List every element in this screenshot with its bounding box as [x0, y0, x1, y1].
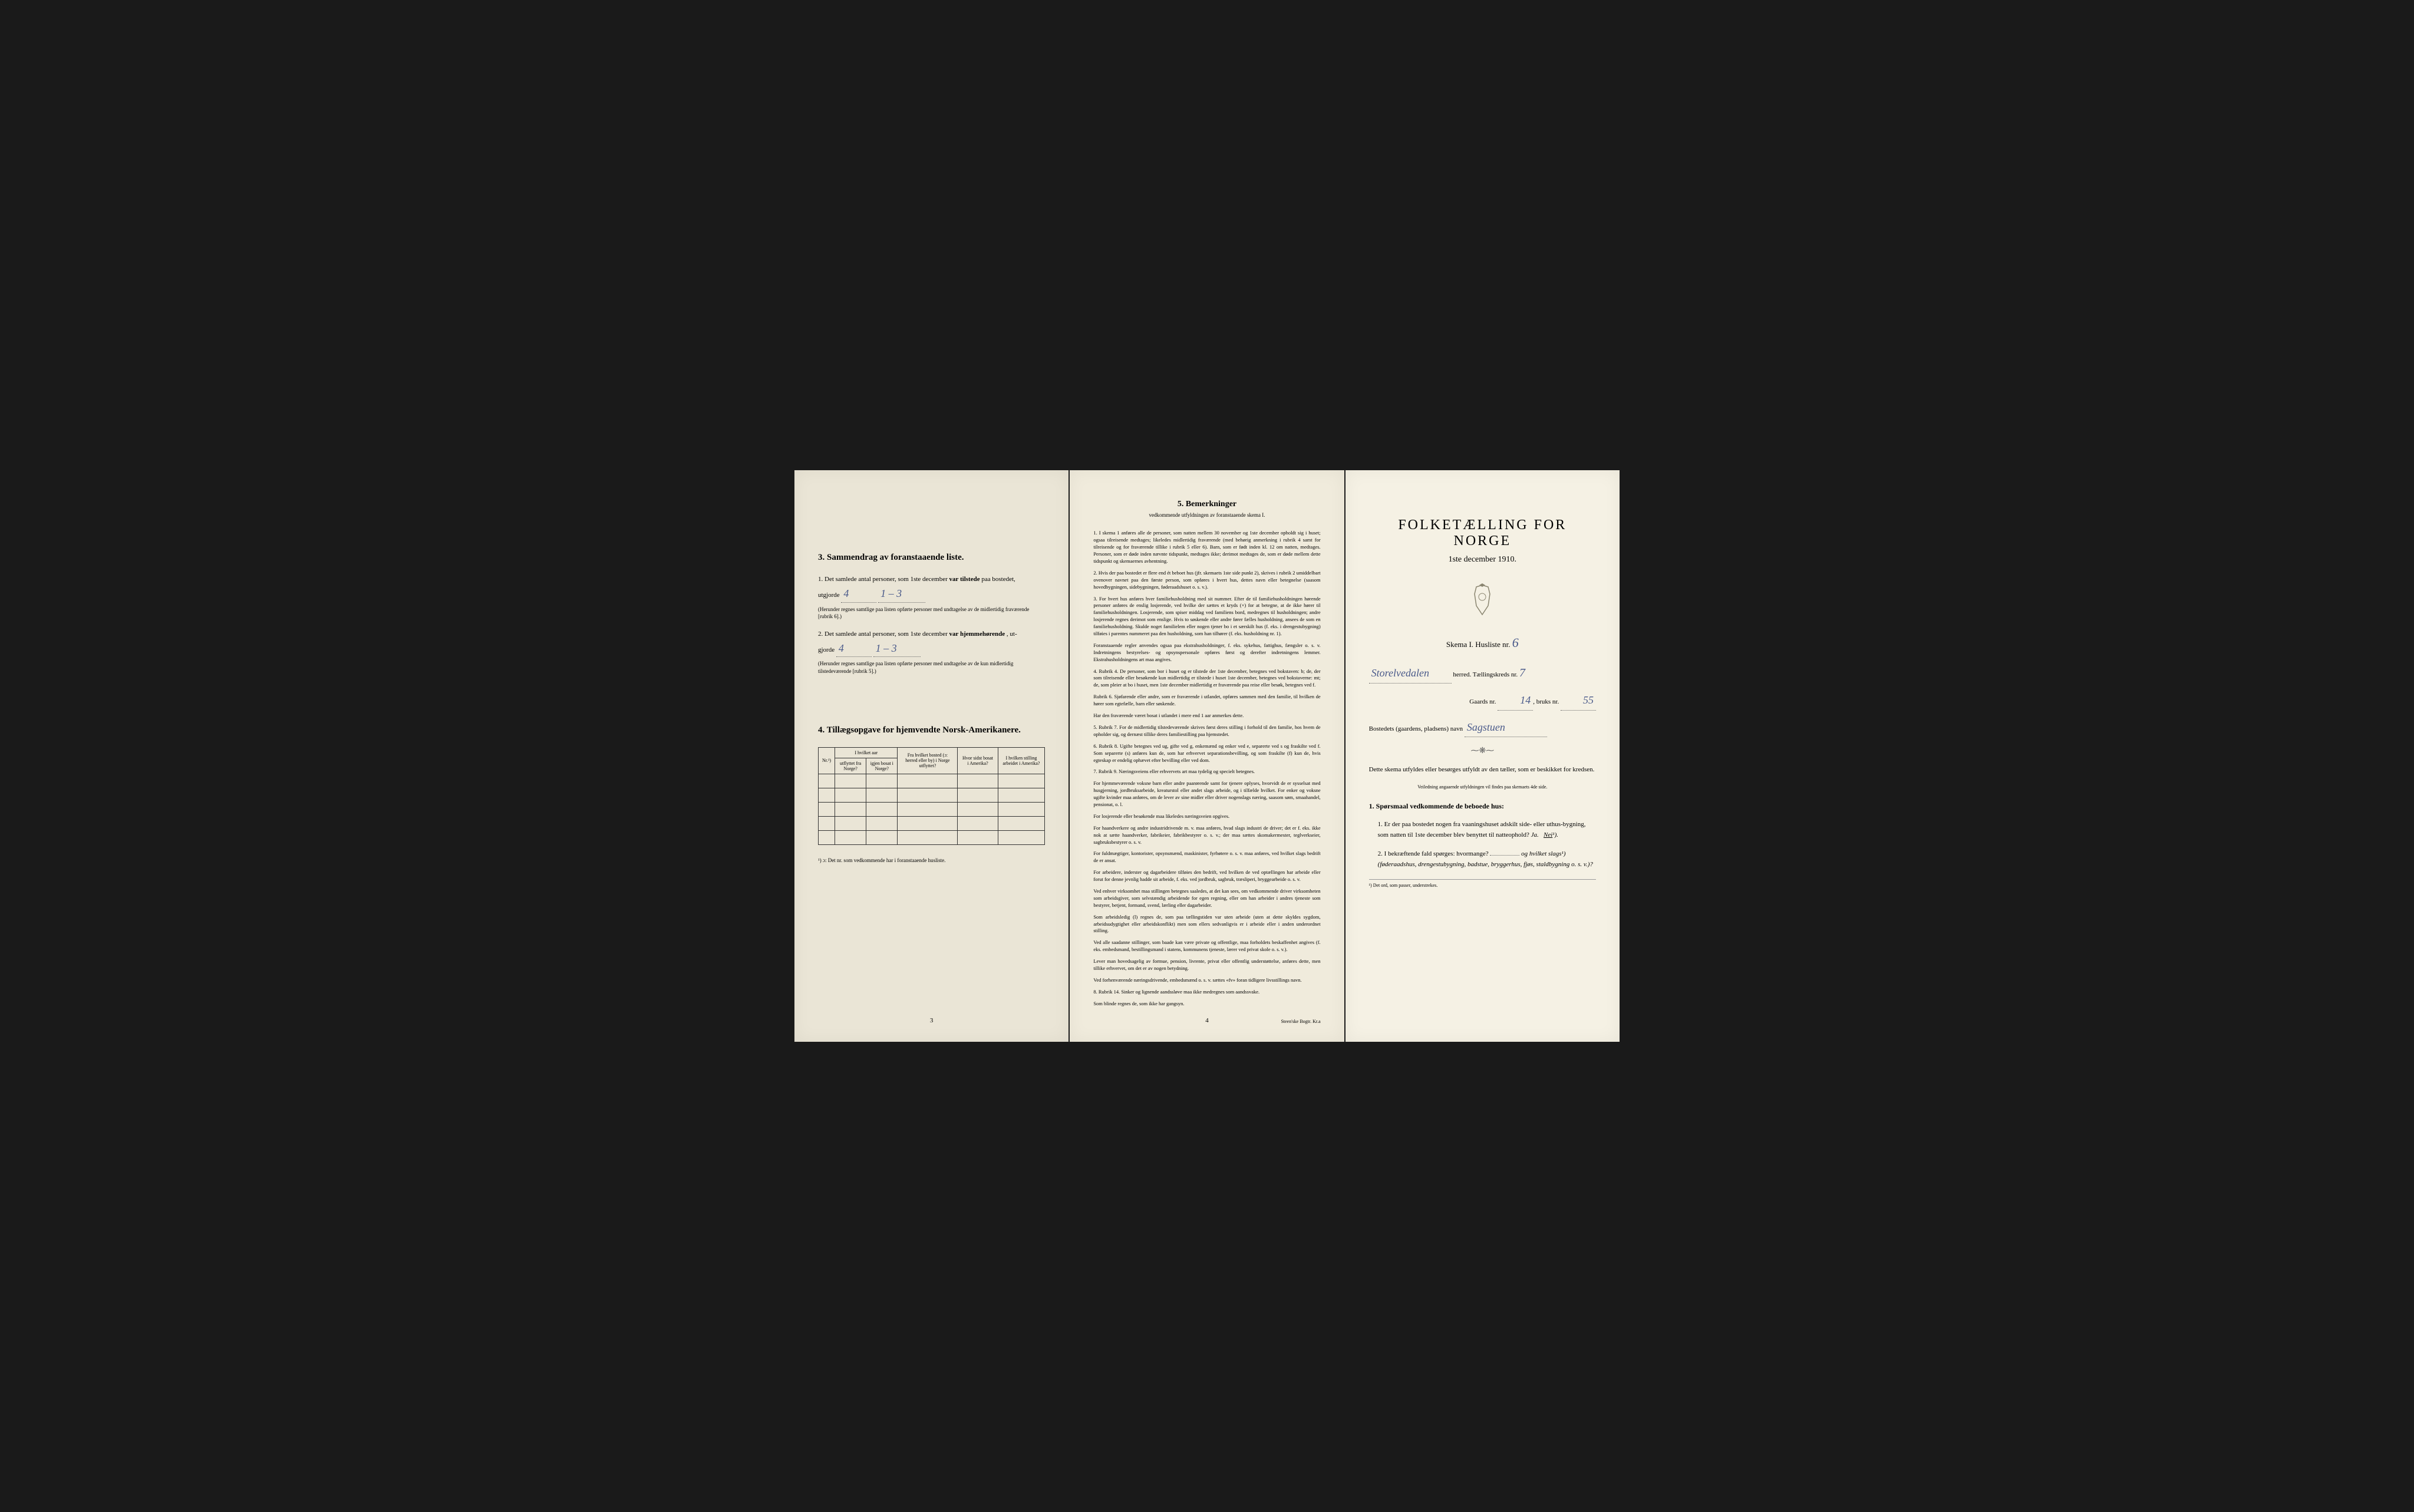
remark-item: 1. I skema 1 anføres alle de personer, s…: [1093, 530, 1320, 564]
table-row: [819, 788, 1045, 802]
section4-footnote: ¹) ɔ: Det nr. som vedkommende har i fora…: [818, 857, 1045, 864]
item2-bold: var hjemmehørende: [949, 630, 1005, 638]
th-bosat: igjen bosat i Norge?: [866, 758, 898, 774]
item2-line2: gjorde: [818, 646, 835, 653]
remark-item: Som arbeidsledig (l) regnes de, som paa …: [1093, 914, 1320, 935]
section5-subtitle: vedkommende utfyldningen av foranstaaend…: [1093, 512, 1320, 518]
section4-table: Nr.¹) I hvilket aar Fra hvilket bosted (…: [818, 747, 1045, 845]
printer-note: Steen'ske Bogtr. Kr.a: [1281, 1019, 1320, 1024]
remark-item: 8. Rubrik 14. Sinker og lignende aandssl…: [1093, 989, 1320, 996]
bosted-hand: Sagstuen: [1465, 718, 1547, 737]
main-title: FOLKETÆLLING FOR NORGE: [1369, 517, 1596, 549]
table-row: [819, 802, 1045, 816]
page-2: 5. Bemerkninger vedkommende utfyldningen…: [1070, 470, 1344, 1041]
section3-item2: 2. Det samlede antal personer, som 1ste …: [818, 629, 1045, 675]
instruction2: Veiledning angaaende utfyldningen vil fi…: [1369, 784, 1596, 790]
question-2: 2. I bekræftende fald spørges: hvormange…: [1378, 849, 1596, 870]
bruks-label: bruks nr.: [1536, 698, 1559, 705]
remark-item: For arbeidere, inderster og dagarbeidere…: [1093, 869, 1320, 883]
item1-note: (Herunder regnes samtlige paa listen opf…: [818, 606, 1045, 620]
remark-item: For losjerende eller besøkende maa likel…: [1093, 813, 1320, 820]
document-container: 3. Sammendrag av foranstaaende liste. 1.…: [794, 470, 1620, 1041]
schema-line: Skema I. Husliste nr. 6: [1369, 635, 1596, 651]
table-row: [819, 830, 1045, 844]
bosted-label: Bostedets (gaardens, pladsens) navn: [1369, 725, 1463, 732]
kreds-num: 7: [1519, 666, 1525, 679]
remark-item: Lever man hovedsagelig av formue, pensio…: [1093, 958, 1320, 972]
table-row: [819, 816, 1045, 830]
item1-hand1: 4: [841, 585, 876, 603]
herred-hand: Storelvedalen: [1369, 663, 1452, 683]
remark-item: 7. Rubrik 9. Næringsveiens eller erhverv…: [1093, 768, 1320, 775]
remark-item: 5. Rubrik 7. For de midlertidig tilstede…: [1093, 724, 1320, 738]
gaards-label: Gaards nr.: [1469, 698, 1496, 705]
item2-note: (Herunder regnes samtlige paa listen opf…: [818, 660, 1045, 675]
page3-footnote: ¹) Det ord, som passer, understrekes.: [1369, 879, 1596, 888]
item2-suffix: , ut-: [1007, 630, 1017, 638]
item1-line2: utgjorde: [818, 592, 840, 599]
bruks-num: 55: [1561, 691, 1596, 710]
remark-item: Ved forhenværende næringsdrivende, embed…: [1093, 977, 1320, 984]
instruction1: Dette skema utfyldes eller besørges utfy…: [1369, 765, 1596, 775]
q2-text: 2. I bekræftende fald spørges: hvormange…: [1378, 850, 1489, 857]
th-utflyttet: utflyttet fra Norge?: [835, 758, 866, 774]
item1-bold: var tilstede: [949, 576, 980, 583]
remark-item: For fuldmægtiger, kontorister, opsynsmæn…: [1093, 850, 1320, 864]
q2-blank: [1490, 855, 1519, 856]
item1-hand2: 1 – 3: [878, 585, 925, 603]
section3-title: 3. Sammendrag av foranstaaende liste.: [818, 553, 1045, 563]
remark-item: 2. Hvis der paa bostedet er flere end ét…: [1093, 570, 1320, 591]
section5-title: 5. Bemerkninger: [1093, 500, 1320, 509]
item1-suffix: paa bostedet,: [981, 576, 1015, 583]
remarks-container: 1. I skema 1 anføres alle de personer, s…: [1093, 530, 1320, 1007]
remark-item: 6. Rubrik 8. Ugifte betegnes ved ug, gif…: [1093, 743, 1320, 764]
page-1: 3. Sammendrag av foranstaaende liste. 1.…: [794, 470, 1069, 1041]
remark-item: 4. Rubrik 4. De personer, som bor i huse…: [1093, 668, 1320, 689]
schema-label: Skema I. Husliste nr.: [1446, 640, 1511, 649]
table-row: [819, 774, 1045, 788]
herred-line: Storelvedalen herred. Tællingskreds nr. …: [1369, 662, 1596, 684]
th-amerika: Hvor sidst bosat i Amerika?: [958, 747, 998, 774]
q1-answers: Ja. Nei¹).: [1531, 831, 1558, 838]
bosted-line: Bostedets (gaardens, pladsens) navn Sags…: [1369, 718, 1596, 737]
remark-item: Har den fraværende været bosat i utlande…: [1093, 712, 1320, 719]
th-stilling: I hvilken stilling arbeidet i Amerika?: [998, 747, 1045, 774]
remark-item: 3. For hvert hus anføres hver familiehus…: [1093, 596, 1320, 638]
crest-emblem: [1369, 582, 1596, 623]
herred-label: herred. Tællingskreds nr.: [1453, 671, 1518, 678]
item1-prefix: 1. Det samlede antal personer, som 1ste …: [818, 576, 948, 583]
page-number-4: 4: [1205, 1017, 1209, 1024]
item2-hand1: 4: [836, 640, 872, 658]
section3-item1: 1. Det samlede antal personer, som 1ste …: [818, 575, 1045, 620]
remark-item: Ved enhver virksomhet maa stillingen bet…: [1093, 888, 1320, 909]
remark-item: For hjemmeværende voksne barn eller andr…: [1093, 780, 1320, 808]
remark-item: Ved alle saadanne stillinger, som baade …: [1093, 939, 1320, 953]
item2-prefix: 2. Det samlede antal personer, som 1ste …: [818, 630, 948, 638]
th-nr: Nr.¹): [819, 747, 835, 774]
th-aar: I hvilket aar: [835, 747, 898, 758]
remark-item: Rubrik 6. Sjøfarende eller andre, som er…: [1093, 694, 1320, 708]
remark-item: For haandverkere og andre industridriven…: [1093, 825, 1320, 846]
flourish: ⁓❋⁓: [1369, 746, 1596, 756]
section4-title: 4. Tillægsopgave for hjemvendte Norsk-Am…: [818, 725, 1045, 735]
date-subtitle: 1ste december 1910.: [1369, 555, 1596, 564]
gaards-line: Gaards nr. 14, bruks nr. 55: [1369, 691, 1596, 710]
remark-item: Foranstaaende regler anvendes ogsaa paa …: [1093, 642, 1320, 663]
page-number-3: 3: [930, 1017, 934, 1024]
item2-hand2: 1 – 3: [873, 640, 921, 658]
th-bosted: Fra hvilket bosted (ɔ: herred eller by) …: [898, 747, 958, 774]
gaards-num: 14: [1498, 691, 1533, 710]
page-3: FOLKETÆLLING FOR NORGE 1ste december 191…: [1345, 470, 1620, 1041]
question-heading: 1. Spørsmaal vedkommende de beboede hus:: [1369, 802, 1596, 811]
schema-num: 6: [1512, 635, 1519, 650]
remark-item: Som blinde regnes de, som ikke har gangs…: [1093, 1001, 1320, 1008]
question-1: 1. Er der paa bostedet nogen fra vaaning…: [1378, 820, 1596, 840]
